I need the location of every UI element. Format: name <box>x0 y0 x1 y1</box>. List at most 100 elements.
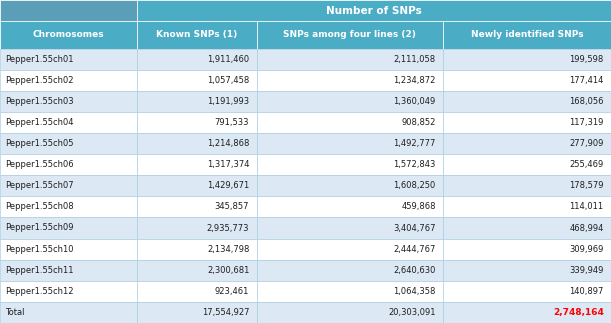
Bar <box>443 196 611 217</box>
Text: 1,064,358: 1,064,358 <box>393 287 436 296</box>
Bar <box>257 239 443 260</box>
Bar <box>443 302 611 323</box>
Text: 17,554,927: 17,554,927 <box>202 308 249 317</box>
Bar <box>257 133 443 154</box>
Text: 1,191,993: 1,191,993 <box>207 97 249 106</box>
Text: SNPs among four lines (2): SNPs among four lines (2) <box>284 30 416 39</box>
Text: Pepper1.55ch08: Pepper1.55ch08 <box>5 203 73 211</box>
Bar <box>0 154 137 175</box>
Text: Pepper1.55ch04: Pepper1.55ch04 <box>5 118 73 127</box>
Bar <box>257 112 443 133</box>
Text: Pepper1.55ch03: Pepper1.55ch03 <box>5 97 73 106</box>
Bar <box>137 175 257 196</box>
Bar <box>137 133 257 154</box>
Bar <box>137 91 257 112</box>
Bar <box>443 48 611 70</box>
Text: 1,057,458: 1,057,458 <box>207 76 249 85</box>
Text: 1,572,843: 1,572,843 <box>393 160 436 169</box>
Text: 168,056: 168,056 <box>569 97 604 106</box>
Text: Total: Total <box>5 308 24 317</box>
Text: 177,414: 177,414 <box>569 76 604 85</box>
Bar <box>0 281 137 302</box>
Bar <box>0 133 137 154</box>
Text: 2,444,767: 2,444,767 <box>393 245 436 254</box>
Text: 20,303,091: 20,303,091 <box>388 308 436 317</box>
Bar <box>0 302 137 323</box>
Bar <box>137 239 257 260</box>
Text: 2,748,164: 2,748,164 <box>553 308 604 317</box>
Text: 1,234,872: 1,234,872 <box>393 76 436 85</box>
Text: Pepper1.55ch02: Pepper1.55ch02 <box>5 76 73 85</box>
Bar <box>443 112 611 133</box>
Text: 2,640,630: 2,640,630 <box>393 266 436 275</box>
Text: 309,969: 309,969 <box>569 245 604 254</box>
Bar <box>443 281 611 302</box>
Text: 2,300,681: 2,300,681 <box>207 266 249 275</box>
Text: Newly identified SNPs: Newly identified SNPs <box>470 30 584 39</box>
Text: 178,579: 178,579 <box>569 181 604 190</box>
Text: 2,134,798: 2,134,798 <box>207 245 249 254</box>
Text: 459,868: 459,868 <box>401 203 436 211</box>
Text: 2,111,058: 2,111,058 <box>393 55 436 64</box>
Bar <box>0 175 137 196</box>
Bar <box>137 302 257 323</box>
Bar <box>0 239 137 260</box>
Text: 255,469: 255,469 <box>569 160 604 169</box>
Text: Pepper1.55ch11: Pepper1.55ch11 <box>5 266 73 275</box>
Text: 1,492,777: 1,492,777 <box>393 139 436 148</box>
Text: 908,852: 908,852 <box>401 118 436 127</box>
Bar <box>257 21 443 48</box>
Text: 1,429,671: 1,429,671 <box>207 181 249 190</box>
Text: 468,994: 468,994 <box>569 224 604 233</box>
Text: Pepper1.55ch10: Pepper1.55ch10 <box>5 245 73 254</box>
Bar <box>443 70 611 91</box>
Bar <box>443 154 611 175</box>
Text: Pepper1.55ch09: Pepper1.55ch09 <box>5 224 73 233</box>
Text: 1,911,460: 1,911,460 <box>207 55 249 64</box>
Bar <box>0 0 137 21</box>
Bar <box>137 154 257 175</box>
Bar <box>137 281 257 302</box>
Bar <box>257 48 443 70</box>
Text: 199,598: 199,598 <box>569 55 604 64</box>
Bar <box>443 175 611 196</box>
Bar <box>137 0 611 21</box>
Text: 1,360,049: 1,360,049 <box>393 97 436 106</box>
Text: 2,935,773: 2,935,773 <box>207 224 249 233</box>
Text: Known SNPs (1): Known SNPs (1) <box>156 30 238 39</box>
Text: 277,909: 277,909 <box>569 139 604 148</box>
Text: Pepper1.55ch07: Pepper1.55ch07 <box>5 181 73 190</box>
Bar <box>137 196 257 217</box>
Text: Chromosomes: Chromosomes <box>33 30 104 39</box>
Bar <box>0 217 137 239</box>
Text: 1,608,250: 1,608,250 <box>393 181 436 190</box>
Bar <box>0 196 137 217</box>
Text: 3,404,767: 3,404,767 <box>393 224 436 233</box>
Bar <box>443 260 611 281</box>
Text: Pepper1.55ch01: Pepper1.55ch01 <box>5 55 73 64</box>
Bar <box>137 48 257 70</box>
Bar <box>137 70 257 91</box>
Bar <box>257 154 443 175</box>
Bar <box>257 260 443 281</box>
Bar <box>0 260 137 281</box>
Bar <box>257 91 443 112</box>
Text: Pepper1.55ch12: Pepper1.55ch12 <box>5 287 73 296</box>
Bar <box>137 260 257 281</box>
Bar <box>257 70 443 91</box>
Text: 114,011: 114,011 <box>569 203 604 211</box>
Bar <box>0 48 137 70</box>
Text: 117,319: 117,319 <box>569 118 604 127</box>
Bar <box>257 175 443 196</box>
Bar <box>443 91 611 112</box>
Text: 339,949: 339,949 <box>569 266 604 275</box>
Bar <box>257 281 443 302</box>
Text: 345,857: 345,857 <box>215 203 249 211</box>
Bar <box>443 239 611 260</box>
Bar <box>257 196 443 217</box>
Bar <box>0 112 137 133</box>
Text: Pepper1.55ch05: Pepper1.55ch05 <box>5 139 73 148</box>
Text: 140,897: 140,897 <box>569 287 604 296</box>
Bar <box>0 70 137 91</box>
Bar <box>257 302 443 323</box>
